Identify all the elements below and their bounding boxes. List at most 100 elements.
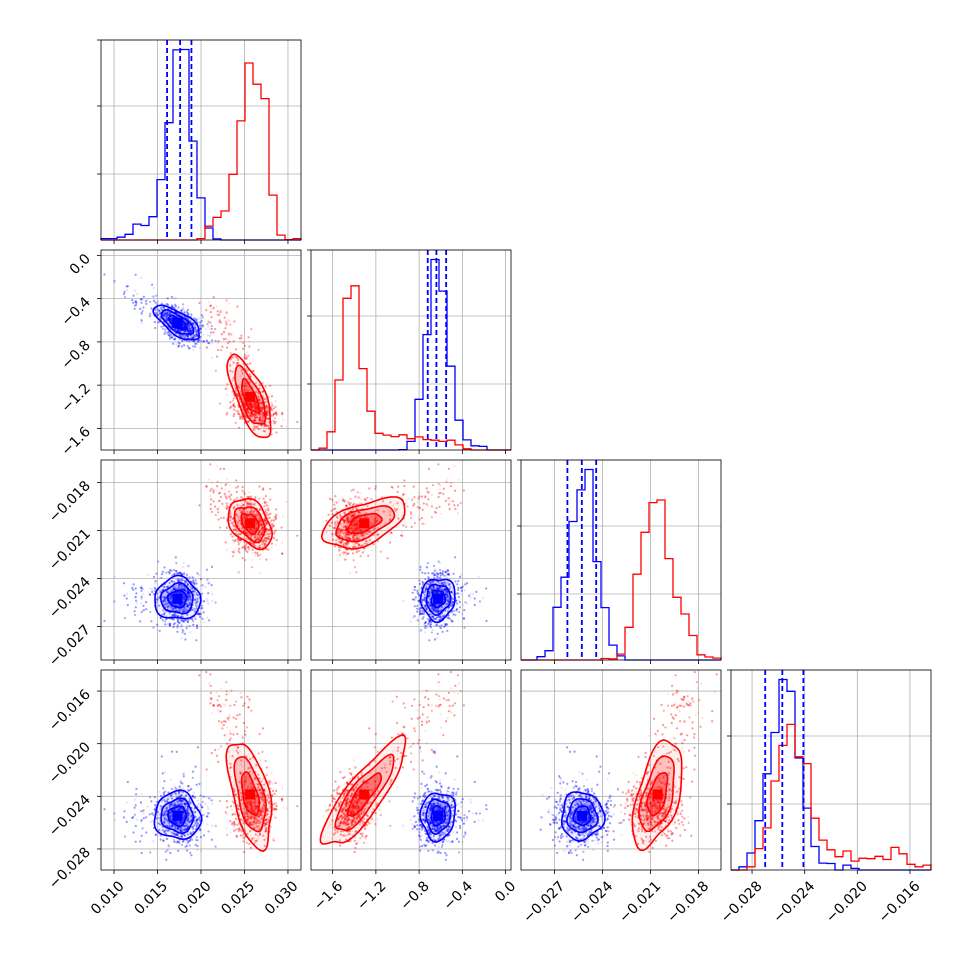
- scatter-point: [208, 301, 210, 303]
- scatter-point: [211, 593, 213, 595]
- scatter-point: [213, 296, 215, 298]
- scatter-point: [141, 319, 143, 321]
- scatter-point: [226, 413, 228, 415]
- scatter-point: [145, 303, 147, 305]
- scatter-point: [187, 345, 189, 347]
- scatter-point: [155, 302, 157, 304]
- scatter-point: [186, 625, 188, 627]
- scatter-point: [182, 566, 184, 568]
- scatter-point: [206, 598, 208, 600]
- scatter-point: [271, 402, 273, 404]
- scatter-point: [140, 277, 142, 279]
- scatter-point: [235, 348, 237, 350]
- scatter-point: [160, 326, 162, 328]
- scatter-point: [240, 417, 242, 419]
- scatter-point: [217, 342, 219, 344]
- panel-2-0: [101, 460, 301, 660]
- scatter-point: [135, 300, 137, 302]
- scatter-point: [187, 309, 189, 311]
- scatter-point: [244, 345, 246, 347]
- scatter-point: [215, 340, 217, 342]
- scatter-point: [236, 306, 238, 308]
- scatter-point: [233, 413, 235, 415]
- scatter-point: [181, 340, 183, 342]
- scatter-point: [238, 427, 240, 429]
- scatter-point: [207, 602, 209, 604]
- scatter-point: [207, 326, 209, 328]
- scatter-point: [178, 306, 180, 308]
- scatter-point: [201, 325, 203, 327]
- scatter-point: [150, 307, 152, 309]
- scatter-point: [275, 431, 277, 433]
- scatter-point: [206, 323, 208, 325]
- scatter-point: [228, 332, 230, 334]
- scatter-point: [205, 328, 207, 330]
- scatter-point: [175, 305, 177, 307]
- scatter-point: [296, 421, 298, 423]
- panel-content: [101, 460, 301, 660]
- scatter-point: [123, 293, 125, 295]
- scatter-point: [154, 321, 156, 323]
- scatter-point: [167, 304, 169, 306]
- scatter-point: [179, 343, 181, 345]
- scatter-point: [275, 400, 277, 402]
- scatter-point: [271, 395, 273, 397]
- scatter-point: [242, 418, 244, 420]
- scatter-point: [247, 355, 249, 357]
- scatter-point: [227, 342, 229, 344]
- scatter-point: [225, 321, 227, 323]
- scatter-point: [124, 296, 126, 298]
- scatter-point: [225, 338, 227, 340]
- scatter-point: [211, 316, 213, 318]
- scatter-point: [127, 285, 129, 287]
- scatter-point: [142, 299, 144, 301]
- scatter-point: [103, 273, 105, 275]
- scatter-point: [208, 342, 210, 344]
- scatter-point: [233, 409, 235, 411]
- density-peak: [172, 318, 182, 328]
- scatter-point: [151, 284, 153, 286]
- scatter-point: [227, 339, 229, 341]
- scatter-point: [134, 290, 136, 292]
- scatter-point: [198, 302, 200, 304]
- scatter-point: [167, 297, 169, 299]
- scatter-point: [206, 600, 208, 602]
- scatter-point: [147, 574, 149, 576]
- scatter-point: [271, 405, 273, 407]
- scatter-point: [219, 319, 221, 321]
- scatter-point: [163, 333, 165, 335]
- scatter-point: [248, 336, 250, 338]
- scatter-point: [240, 335, 242, 337]
- scatter-point: [171, 296, 173, 298]
- scatter-point: [134, 308, 136, 310]
- scatter-point: [202, 316, 204, 318]
- scatter-point: [182, 303, 184, 305]
- scatter-point: [226, 383, 228, 385]
- scatter-point: [142, 310, 144, 312]
- scatter-point: [173, 297, 175, 299]
- scatter-point: [114, 576, 116, 578]
- scatter-point: [145, 300, 147, 302]
- scatter-point: [183, 344, 185, 346]
- scatter-point: [219, 403, 221, 405]
- scatter-point: [200, 340, 202, 342]
- scatter-point: [214, 328, 216, 330]
- scatter-point: [210, 305, 212, 307]
- scatter-point: [132, 302, 134, 304]
- scatter-point: [281, 425, 283, 427]
- scatter-point: [210, 332, 212, 334]
- scatter-point: [203, 341, 205, 343]
- scatter-point: [205, 586, 207, 588]
- scatter-point: [152, 295, 154, 297]
- scatter-point: [249, 362, 251, 364]
- scatter-point: [189, 631, 191, 633]
- scatter-point: [199, 325, 201, 327]
- scatter-point: [220, 321, 222, 323]
- scatter-point: [169, 338, 171, 340]
- scatter-point: [192, 345, 194, 347]
- scatter-point: [133, 295, 135, 297]
- scatter-point: [175, 297, 177, 299]
- scatter-point: [211, 339, 213, 341]
- scatter-point: [242, 348, 244, 350]
